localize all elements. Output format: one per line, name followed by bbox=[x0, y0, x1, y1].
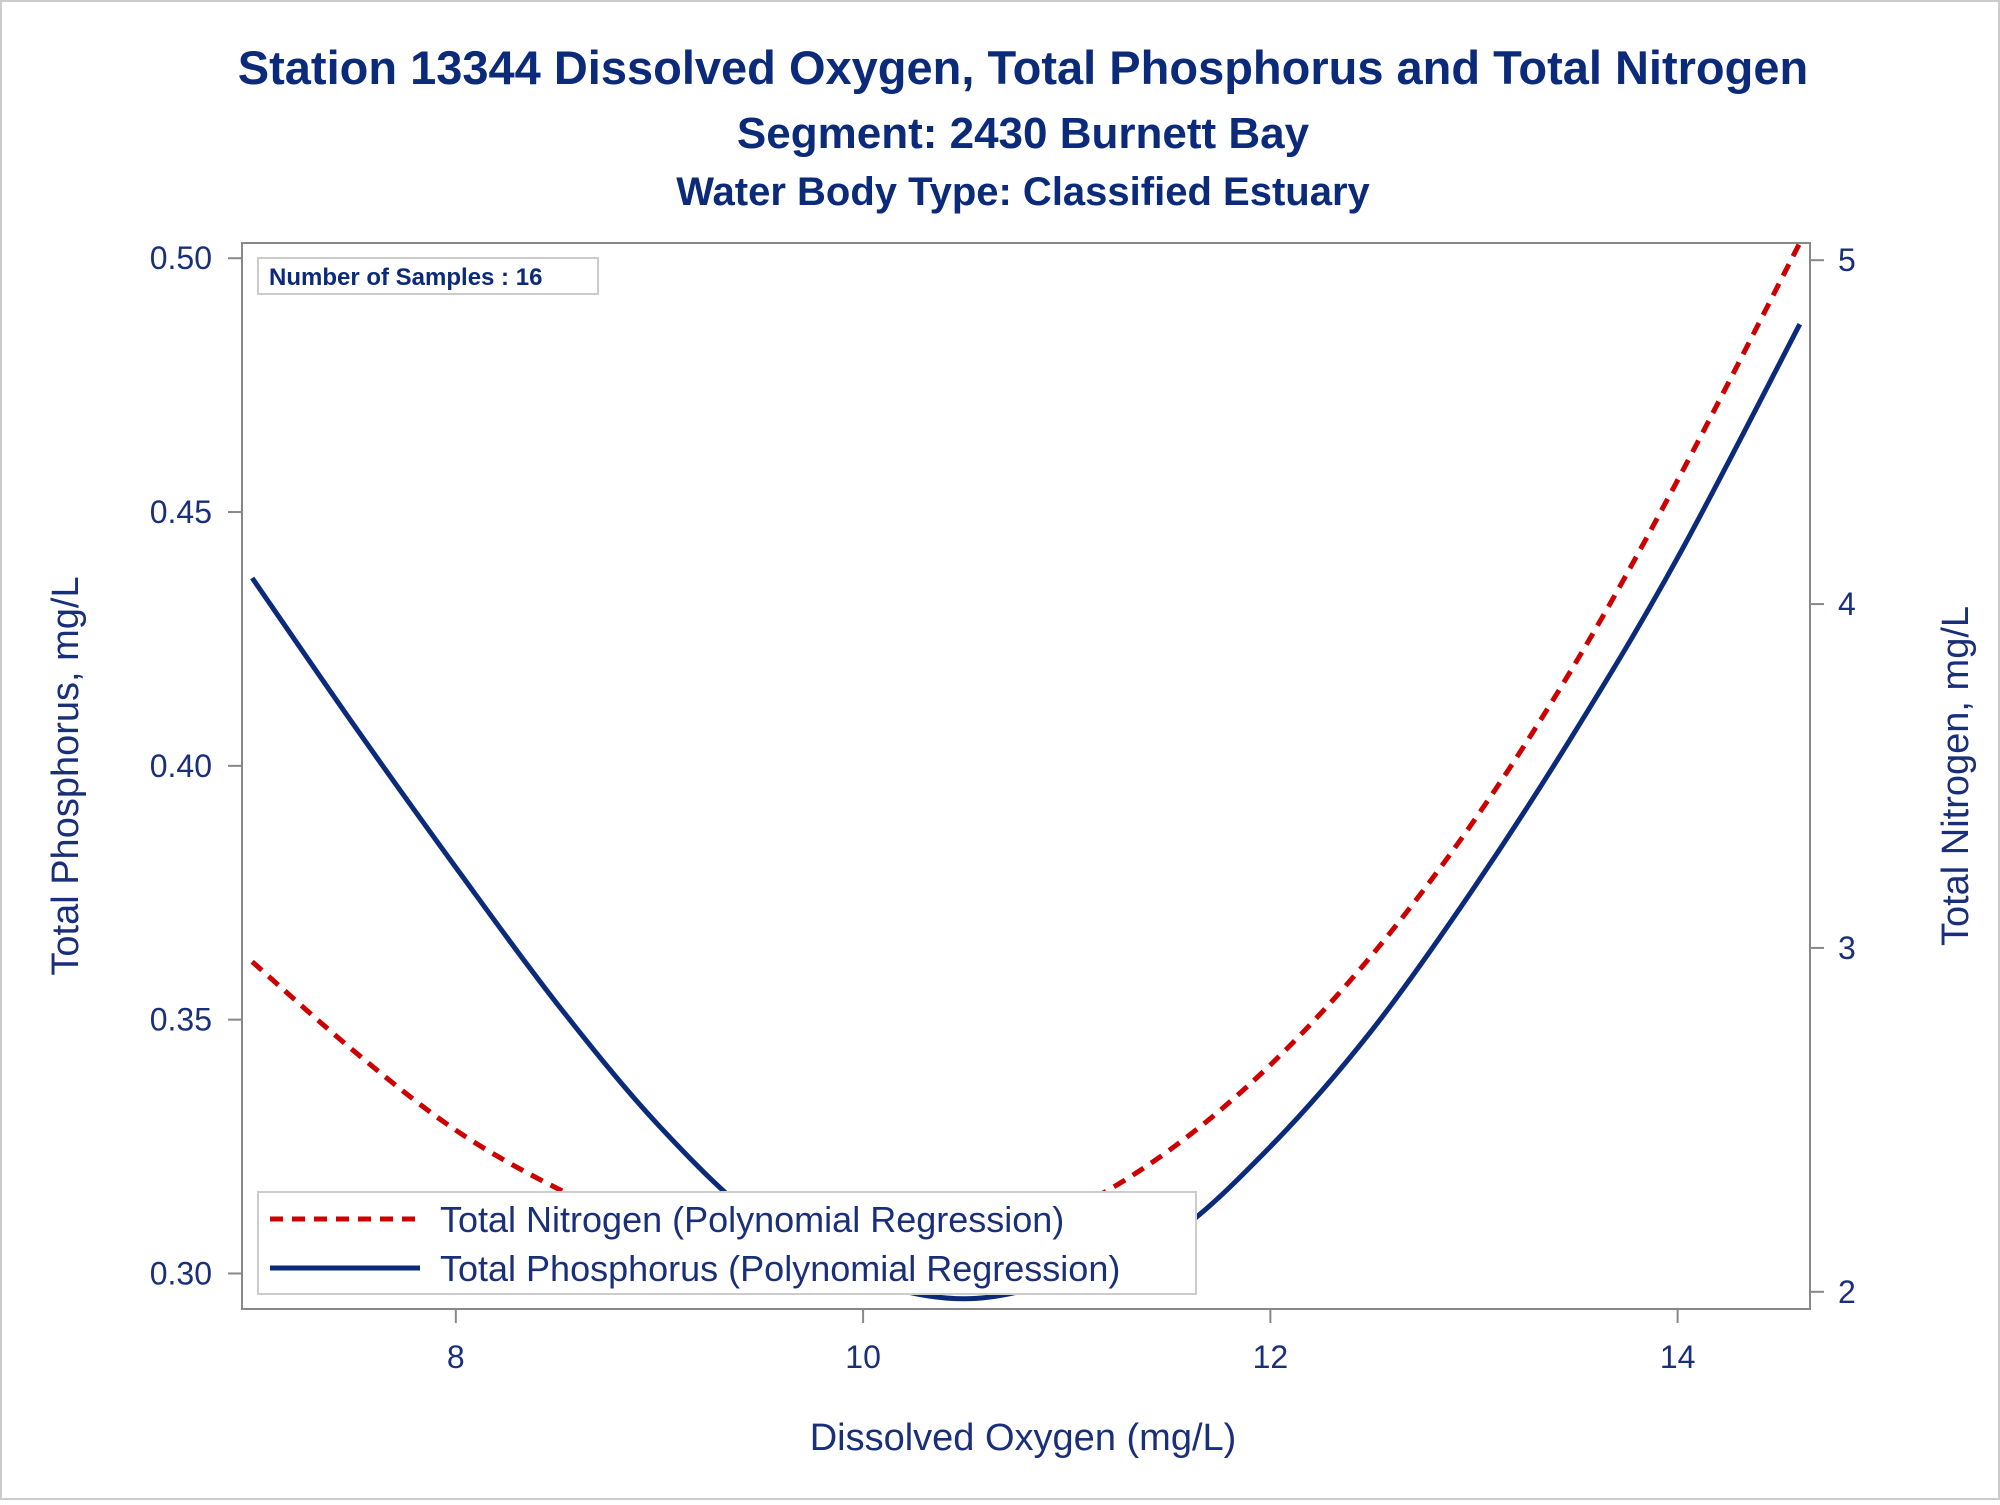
x-tick-label: 8 bbox=[447, 1339, 465, 1375]
y-axis-right: 2 3 4 5 bbox=[1810, 242, 1856, 1310]
legend: Total Nitrogen (Polynomial Regression) T… bbox=[257, 1191, 1197, 1295]
x-axis-title: Dissolved Oxygen (mg/L) bbox=[810, 1417, 1237, 1459]
x-tick-label: 10 bbox=[845, 1339, 881, 1375]
y-axis-left: 0.30 0.35 0.40 0.45 0.50 bbox=[150, 240, 242, 1291]
legend-label-phosphorus: Total Phosphorus (Polynomial Regression) bbox=[440, 1248, 1120, 1289]
y-axis-title-right: Total Nitrogen, mg/L bbox=[1935, 606, 1977, 946]
chart-title: Station 13344 Dissolved Oxygen, Total Ph… bbox=[238, 41, 1808, 94]
y2-tick-label: 3 bbox=[1838, 930, 1856, 966]
plot-area-frame bbox=[241, 242, 1811, 1310]
y-axis-title-left: Total Phosphorus, mg/L bbox=[45, 576, 87, 975]
chart-subtitle-segment: Segment: 2430 Burnett Bay bbox=[737, 109, 1310, 158]
samples-inset: Number of Samples : 16 bbox=[257, 257, 599, 295]
x-tick-label: 14 bbox=[1660, 1339, 1696, 1375]
x-axis: 8 10 12 14 bbox=[447, 1309, 1696, 1375]
y-tick-label: 0.35 bbox=[150, 1002, 212, 1038]
samples-inset-label: Number of Samples : 16 bbox=[269, 264, 542, 291]
legend-label-nitrogen: Total Nitrogen (Polynomial Regression) bbox=[440, 1199, 1064, 1240]
samples-inset-box bbox=[257, 257, 599, 295]
y-tick-label: 0.30 bbox=[150, 1255, 212, 1291]
y-tick-label: 0.45 bbox=[150, 494, 212, 530]
y2-tick-label: 5 bbox=[1838, 242, 1856, 278]
y-tick-label: 0.50 bbox=[150, 240, 212, 276]
legend-box bbox=[257, 1191, 1197, 1295]
y2-tick-label: 4 bbox=[1838, 586, 1856, 622]
x-tick-label: 12 bbox=[1253, 1339, 1289, 1375]
chart-subtitle-water-body: Water Body Type: Classified Estuary bbox=[676, 170, 1370, 214]
series-line-nitrogen bbox=[250, 241, 1803, 1271]
y-tick-label: 0.40 bbox=[150, 748, 212, 784]
y2-tick-label: 2 bbox=[1838, 1274, 1856, 1310]
